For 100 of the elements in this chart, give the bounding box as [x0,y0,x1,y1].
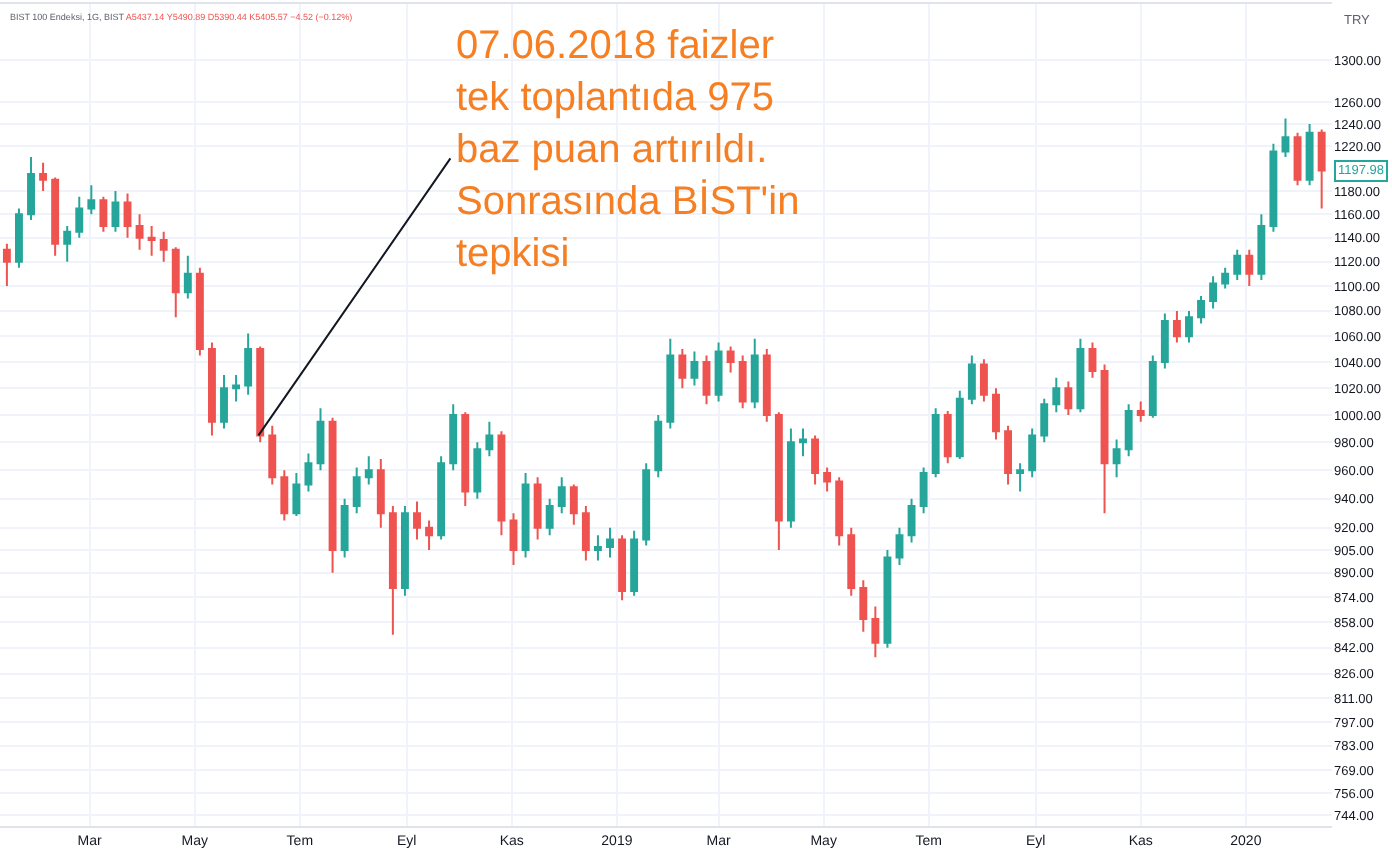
candlestick [642,462,651,547]
candlestick [581,504,590,562]
candlestick [340,497,349,559]
candlestick [859,579,868,633]
candlestick [256,345,265,444]
candlestick [15,207,23,269]
candlestick [654,414,663,479]
candlestick [666,337,675,430]
candlestick [521,472,530,559]
candlestick [1317,128,1326,210]
candlestick [123,192,132,239]
candlestick [2,242,11,288]
candlestick [1004,424,1012,486]
candlestick [786,427,795,529]
candlestick [1016,462,1025,493]
candlestick [545,497,554,537]
candlestick [1293,131,1302,187]
candlestick [883,549,892,649]
candlestick [1221,266,1230,290]
candlestick [1197,294,1205,325]
candlestick [1209,275,1218,310]
candlestick [183,254,192,300]
candlestick [533,476,542,541]
candlestick [823,466,832,493]
candlestick [292,472,301,518]
candlestick [316,407,325,472]
candlestick [992,387,1000,441]
candlestick [762,347,771,423]
candlestick [774,411,783,552]
candlestick [1040,397,1049,444]
candlestick [1100,363,1109,515]
candlestick [1185,309,1193,344]
candlestick [1124,403,1133,458]
candlestick [449,403,458,472]
candlestick [835,476,844,547]
candlestick [425,519,434,552]
candlestick [714,341,723,403]
candlestick [473,441,482,500]
candlestick [413,500,421,541]
candlestick [943,409,952,465]
candlestick [1052,376,1061,414]
candlestick [376,458,385,529]
candlestick [497,430,506,537]
candlestick [690,350,699,387]
candlestick [99,195,108,233]
candlestick [51,176,60,257]
candlestick [509,512,518,567]
candlestick [907,497,916,544]
candlestick [979,358,988,403]
candlestick [461,411,470,507]
candlestick [871,605,880,659]
candlestick [63,224,72,263]
annotation: 07.06.2018 faizler tek toplantıda 975 baz puan artırıldı. Sonrasında BİST'in tepkisi [456,24,800,276]
candlestick [1269,142,1278,233]
candlestick [750,337,759,410]
candlestick [244,332,253,396]
candlestick [135,213,144,251]
candlestick [1064,380,1073,416]
candlestick [75,195,84,239]
candlestick [1257,213,1266,281]
candlestick [811,434,819,486]
candlestick [726,345,735,374]
candlestick [606,526,614,559]
candlestick [630,529,639,597]
candlestick [1160,312,1169,370]
candlestick [159,230,168,263]
candlestick [1088,341,1097,379]
candlestick [400,504,409,597]
candlestick [618,534,627,602]
candlestick [1028,427,1037,479]
candlestick [195,266,204,357]
candlestick [702,354,711,406]
candlestick [171,246,180,319]
candlestick [268,424,277,486]
candlestick [208,341,216,437]
candlestick [799,427,807,458]
candlestick [111,190,120,233]
candlestick [738,354,747,410]
candlestick [847,526,856,597]
candlestick [1233,248,1242,281]
candlestick [232,374,241,403]
candlestick [895,526,904,567]
candlestick [1281,117,1290,159]
candlestick [1245,248,1254,288]
candlestick [967,354,976,406]
candlestick [328,416,337,574]
candlestick [220,374,228,430]
candlestick [304,452,313,493]
candlestick [1076,337,1085,414]
candlestick [147,224,156,257]
candlestick [557,476,566,515]
candlestick [364,455,373,486]
candlestick [931,407,940,479]
candlestick [39,161,48,193]
candlestick [569,483,578,526]
candlestick [27,156,35,222]
candlestick [1136,400,1145,423]
candlestick [955,389,964,460]
candlestick [280,469,289,522]
candlestick [678,347,687,390]
